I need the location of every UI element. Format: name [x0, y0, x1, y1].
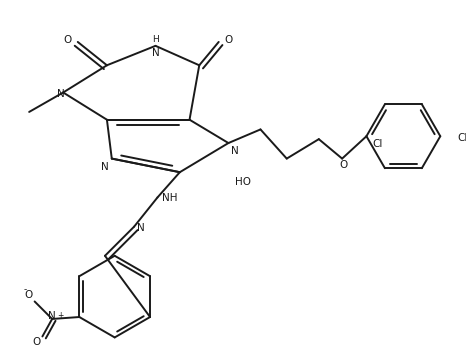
Text: N: N [137, 223, 145, 233]
Text: NH: NH [162, 193, 178, 203]
Text: N: N [48, 311, 56, 321]
Text: O: O [339, 160, 347, 170]
Text: N: N [101, 161, 109, 171]
Text: O: O [64, 35, 72, 45]
Text: O: O [24, 290, 33, 300]
Text: N: N [231, 146, 239, 156]
Text: H: H [152, 35, 159, 44]
Text: Cl: Cl [372, 139, 382, 149]
Text: +: + [57, 311, 63, 320]
Text: N: N [57, 90, 65, 100]
Text: Cl: Cl [458, 133, 466, 143]
Text: O: O [225, 35, 233, 45]
Text: N: N [151, 48, 159, 58]
Text: -: - [24, 285, 27, 294]
Text: O: O [32, 338, 41, 347]
Text: HO: HO [235, 177, 251, 187]
